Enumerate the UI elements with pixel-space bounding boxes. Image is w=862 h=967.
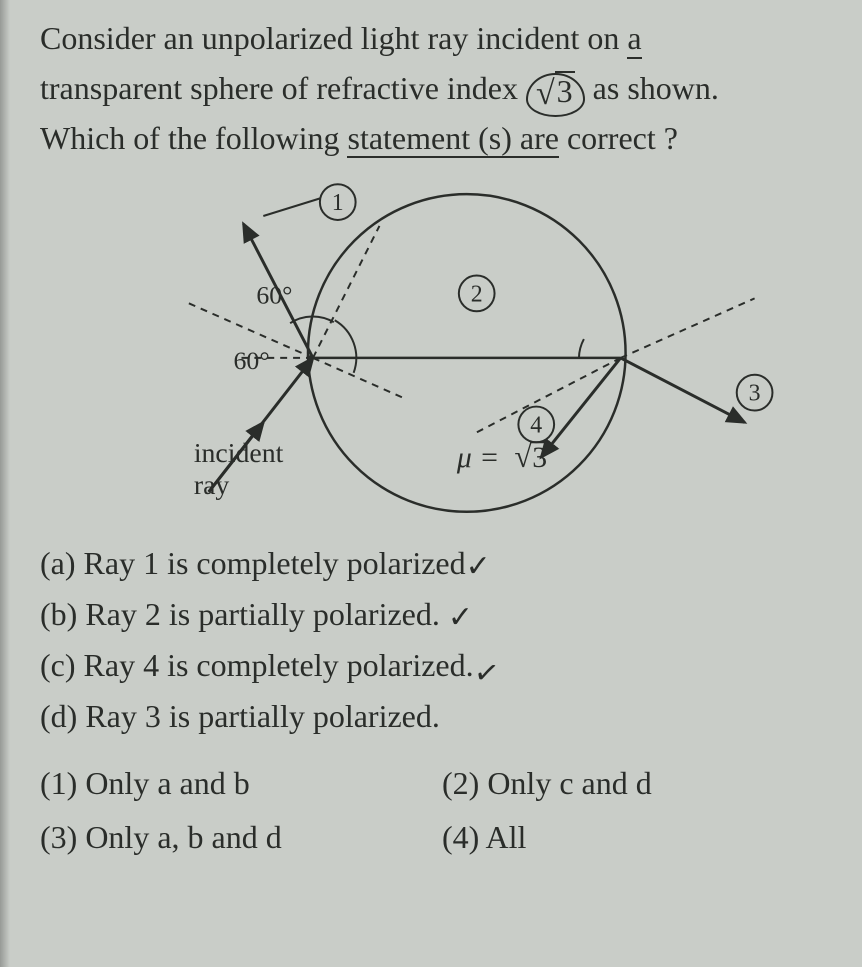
svg-text:√: √	[514, 439, 532, 474]
mu-label: μ = √ 3	[456, 439, 548, 474]
diagram: 60° 60° 1 2 3 4 incident ra	[40, 163, 834, 533]
q-line1a: Consider an unpolarized light ray incide…	[40, 20, 627, 56]
incident-label-1: incident	[194, 438, 284, 469]
svg-text:3: 3	[532, 441, 547, 474]
incident-extension	[313, 226, 379, 358]
q-line3a: Which of the following	[40, 120, 347, 156]
normal-left-in	[313, 358, 407, 400]
statement-d: (d) Ray 3 is partially polarized.	[40, 698, 440, 734]
statement-b: (b) Ray 2 is partially polarized.	[40, 596, 440, 632]
normal-right-out	[621, 299, 755, 359]
label-ray-1: 1	[320, 184, 356, 220]
statements-block: (a) Ray 1 is completely polarized✓ (b) R…	[40, 539, 834, 741]
q-line3-underline: statement (s) are	[347, 120, 558, 158]
svg-text:μ =: μ =	[456, 441, 499, 474]
ray-3	[621, 358, 745, 423]
option-2: (2) Only c and d	[442, 756, 834, 810]
option-3: (3) Only a, b and d	[40, 810, 432, 864]
check-a: ✓	[466, 544, 491, 591]
statement-c: (c) Ray 4 is completely polarized.	[40, 647, 474, 683]
label-ray-2: 2	[459, 276, 495, 312]
label-ray-3: 3	[737, 375, 773, 411]
incident-label-2: ray	[194, 470, 230, 501]
q-line2c: as shown.	[585, 70, 719, 106]
angle-bottom-text: 60°	[234, 346, 270, 375]
svg-text:4: 4	[530, 413, 542, 439]
page: Consider an unpolarized light ray incide…	[0, 0, 862, 884]
check-b: ✓	[448, 595, 473, 642]
option-4: (4) All	[442, 810, 834, 864]
angle-arc-bottom	[335, 320, 357, 373]
svg-text:2: 2	[471, 282, 483, 308]
options-block: (1) Only a and b (2) Only c and d (3) On…	[40, 756, 834, 865]
q-line1-underline-a: a	[627, 20, 641, 59]
angle-arc-right	[579, 339, 584, 358]
label-ray-4: 4	[518, 407, 554, 443]
svg-text:1: 1	[332, 190, 344, 216]
diagram-svg: 60° 60° 1 2 3 4 incident ra	[40, 163, 834, 533]
option-1: (1) Only a and b	[40, 756, 432, 810]
ray-4	[541, 358, 620, 457]
question-text: Consider an unpolarized light ray incide…	[40, 14, 834, 163]
circled-sqrt3: √3	[526, 73, 585, 117]
q-line2a: transparent sphere of refractive index	[40, 70, 526, 106]
statement-a: (a) Ray 1 is completely polarized	[40, 545, 466, 581]
ray1-leader	[263, 198, 321, 216]
q-line3c: correct ?	[559, 120, 678, 156]
angle-top-text: 60°	[256, 281, 292, 310]
svg-text:3: 3	[749, 381, 761, 407]
sqrt3-val: 3	[555, 71, 575, 109]
